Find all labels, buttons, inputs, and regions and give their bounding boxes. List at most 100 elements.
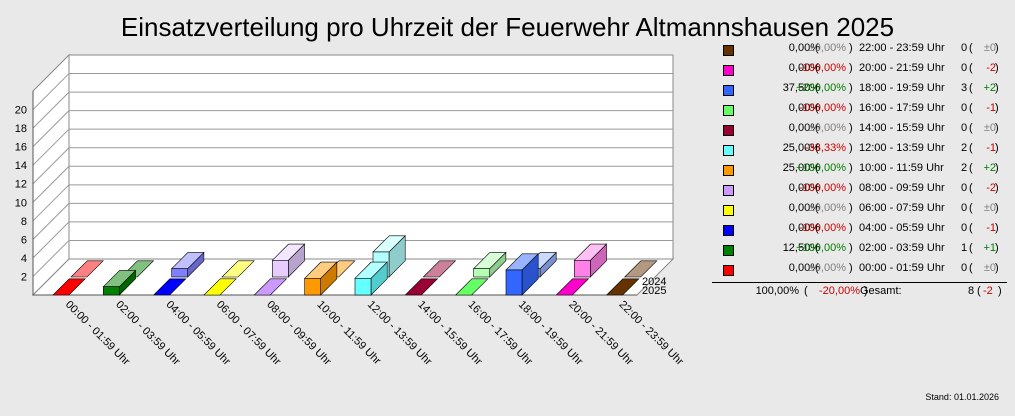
total-paren-close: )	[864, 285, 868, 297]
y-tick-label: 6	[21, 234, 27, 246]
legend-pct: 0,00%	[788, 122, 820, 134]
bar-2025	[505, 269, 523, 296]
legend-range: 02:00 - 03:59 Uhr	[859, 242, 945, 254]
bar-2024	[272, 260, 289, 278]
total-pct: 100,00%	[755, 285, 799, 297]
legend-swatch	[723, 85, 734, 96]
bar-2024	[171, 268, 188, 278]
legend-swatch	[723, 165, 734, 176]
legend-paren: (	[815, 102, 819, 114]
legend-change: +100,00%	[796, 162, 846, 174]
legend-paren: (	[815, 182, 819, 194]
bar-2025	[203, 278, 237, 296]
legend-paren: )	[849, 142, 853, 154]
legend-paren: )	[995, 82, 999, 94]
legend-pct: 0,00%	[788, 42, 820, 54]
bar-2025	[404, 278, 439, 296]
y-tick-label: 16	[15, 142, 27, 154]
legend-diff: +1	[983, 242, 996, 254]
legend-diff: -1	[986, 222, 996, 234]
legend-range: 04:00 - 05:59 Uhr	[859, 222, 945, 234]
legend-range: 20:00 - 21:59 Uhr	[859, 62, 945, 74]
bar-2025	[253, 278, 288, 296]
legend-count: 2	[961, 162, 968, 174]
legend-paren: )	[849, 162, 853, 174]
legend-paren: )	[995, 42, 999, 54]
legend-swatch	[723, 205, 734, 216]
bar-2024	[473, 268, 490, 278]
total-count: 8	[968, 285, 975, 297]
gridline-side	[32, 203, 70, 240]
legend-row: 0,00%(±0,00%) 00:00 - 01:59 Uhr 0(±0)	[712, 262, 1012, 282]
legend-diff: ±0	[983, 122, 996, 134]
bar-2024	[221, 260, 255, 278]
legend-count: 0	[961, 42, 968, 54]
legend-count: 2	[961, 142, 968, 154]
legend-row: 25,00%(+100,00%) 10:00 - 11:59 Uhr 2(+2)	[712, 162, 1012, 182]
legend-pct: 0,00%	[788, 62, 820, 74]
legend-change: +100,00%	[796, 242, 846, 254]
legend-swatch	[723, 245, 734, 256]
gridline-side	[32, 240, 70, 277]
legend-paren: )	[995, 182, 999, 194]
bar-2024	[70, 260, 104, 278]
bar-2024	[623, 260, 658, 278]
legend-range: 16:00 - 17:59 Uhr	[859, 102, 945, 114]
bar-2025	[555, 278, 590, 296]
legend-pct: 0,00%	[788, 202, 820, 214]
legend-row: 0,00%(-100,00%) 16:00 - 17:59 Uhr 0(-1)	[712, 102, 1012, 122]
gridline-side	[32, 147, 70, 185]
y-tick-label: 8	[21, 216, 27, 228]
legend-count: 0	[961, 262, 968, 274]
series-label-2025: 2025	[642, 285, 666, 297]
total-change: -20,00%	[819, 285, 860, 297]
legend-paren: (	[815, 202, 819, 214]
legend-paren: )	[849, 122, 853, 134]
legend-count: 0	[961, 182, 968, 194]
legend-paren: )	[849, 262, 853, 274]
legend-paren: )	[849, 62, 853, 74]
legend-range: 00:00 - 01:59 Uhr	[859, 262, 945, 274]
legend-diff: +2	[983, 162, 996, 174]
legend-paren: )	[849, 42, 853, 54]
legend-swatch	[723, 105, 734, 116]
legend-change: +200,00%	[796, 82, 846, 94]
legend-range: 08:00 - 09:59 Uhr	[859, 182, 945, 194]
legend-swatch	[723, 125, 734, 136]
legend-change: ±0,00%	[808, 202, 846, 214]
legend-diff: -2	[986, 182, 996, 194]
legend-paren: (	[815, 62, 819, 74]
legend-paren: )	[849, 102, 853, 114]
legend-diff: ±0	[983, 202, 996, 214]
series-label-2024: 2024	[642, 276, 666, 288]
legend-diff: ±0	[983, 262, 996, 274]
y-tick-label: 18	[15, 123, 27, 135]
y-tick-label: 4	[21, 253, 27, 265]
legend-diff: -1	[986, 102, 996, 114]
legend-paren: (	[969, 162, 973, 174]
legend-paren: (	[815, 262, 819, 274]
legend-paren: )	[995, 142, 999, 154]
legend-swatch	[723, 185, 734, 196]
legend-count: 0	[961, 122, 968, 134]
legend-pct: 37,50%	[782, 82, 820, 94]
legend-count: 0	[961, 62, 968, 74]
bar-2025	[52, 278, 86, 296]
legend-paren: (	[969, 222, 973, 234]
legend-row: 0,00%(-100,00%) 20:00 - 21:59 Uhr 0(-2)	[712, 62, 1012, 82]
legend-divider	[712, 282, 1007, 283]
legend-row: 37,50%(+200,00%) 18:00 - 19:59 Uhr 3(+2)	[712, 82, 1012, 102]
legend-pct: 0,00%	[788, 102, 820, 114]
legend-row: 0,00%(-100,00%) 04:00 - 05:59 Uhr 0(-1)	[712, 222, 1012, 242]
legend-change: -33,33%	[805, 142, 846, 154]
bar-2024	[574, 260, 591, 278]
legend-paren: )	[849, 82, 853, 94]
bar-2025	[103, 286, 120, 296]
bar-2025	[605, 278, 640, 296]
legend-count: 0	[961, 102, 968, 114]
legend-change: -100,00%	[798, 62, 846, 74]
legend-count: 0	[961, 222, 968, 234]
legend-paren: (	[815, 242, 819, 254]
legend-paren: (	[969, 62, 973, 74]
legend-change: -100,00%	[798, 222, 846, 234]
